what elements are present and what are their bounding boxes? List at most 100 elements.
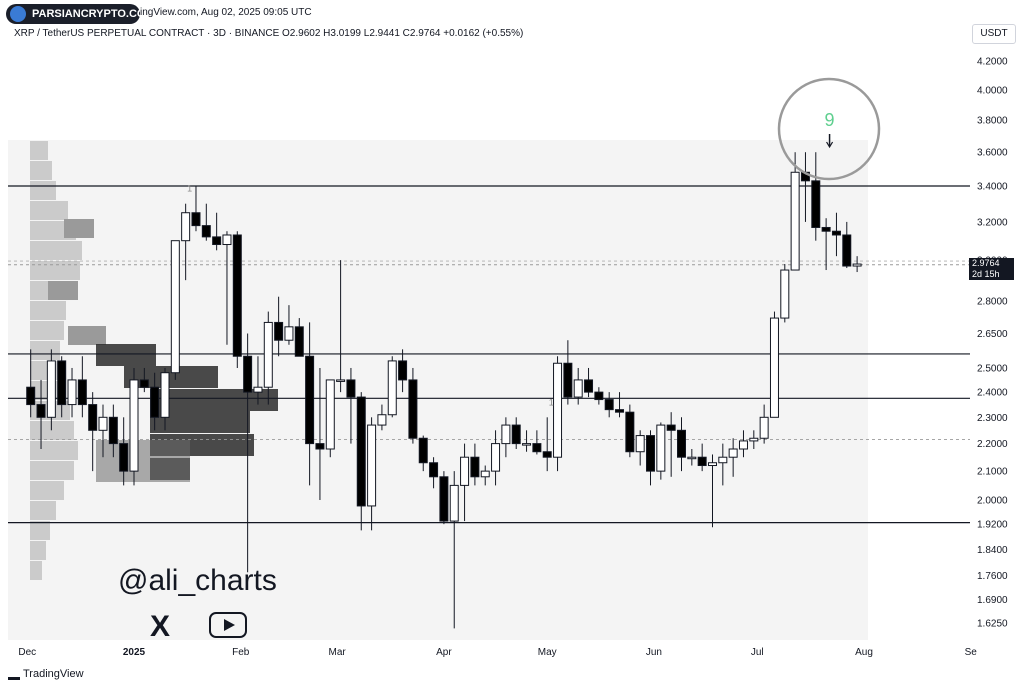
candle-up xyxy=(263,321,273,388)
candle-up xyxy=(759,416,769,439)
symbol-ohlc-line[interactable]: XRP / TetherUS PERPETUAL CONTRACT · 3D ·… xyxy=(14,28,524,39)
candle-down xyxy=(646,435,656,472)
volume-profile-bar-dark xyxy=(150,389,278,411)
candle-up xyxy=(253,386,263,393)
candlestick-series xyxy=(26,152,862,629)
candle-up xyxy=(687,456,697,460)
candle-down xyxy=(625,411,635,453)
candle-down xyxy=(294,326,304,357)
candle-up xyxy=(707,462,717,467)
volume-profile-bar-mid xyxy=(64,219,94,238)
volume-profile-bar-light xyxy=(30,201,68,220)
volume-profile-bar-light xyxy=(30,561,42,580)
price-tick-label: 1.8400 xyxy=(977,545,1008,556)
candle-up xyxy=(769,317,779,418)
author-handle: @ali_charts xyxy=(118,564,277,597)
price-tick-label: 2.0000 xyxy=(977,496,1008,507)
tradingview-footer[interactable]: TradingView xyxy=(8,668,84,681)
candle-down xyxy=(305,355,315,445)
volume-profile-bar-dark xyxy=(96,344,156,366)
chart-header: PARSIANCRYPTO.COM ingView.com, Aug 02, 2… xyxy=(0,0,1024,39)
candle-up xyxy=(325,379,335,450)
volume-profile-bar-mid xyxy=(96,440,190,482)
candle-up xyxy=(377,414,387,426)
currency-button[interactable]: USDT xyxy=(972,24,1016,44)
candle-up xyxy=(160,372,170,418)
price-tick-label: 1.9200 xyxy=(977,520,1008,531)
candle-down xyxy=(57,360,67,406)
candle-down xyxy=(666,424,676,431)
candle-down xyxy=(594,391,604,401)
price-tick-label: 2.6500 xyxy=(977,329,1008,340)
price-tick-label: 2.8000 xyxy=(977,296,1008,307)
candle-down xyxy=(408,379,418,439)
candle-down xyxy=(811,180,821,228)
time-tick-label: Aug xyxy=(855,647,873,658)
volume-profile-bar-mid xyxy=(48,281,78,300)
time-tick-label: Jun xyxy=(646,647,662,658)
candle-up xyxy=(780,269,790,319)
price-tick-label: 2.2000 xyxy=(977,439,1008,450)
price-tick-label: 4.2000 xyxy=(977,57,1008,68)
candle-down xyxy=(532,443,542,453)
candle-down xyxy=(36,404,46,418)
volume-profile-bar-light xyxy=(30,541,46,560)
volume-profile-bar-light xyxy=(30,441,78,460)
candle-down xyxy=(108,416,118,445)
candle-down xyxy=(429,462,439,478)
candle-down xyxy=(563,362,573,398)
candle-up xyxy=(129,379,139,472)
last-price-value: 2.9764 xyxy=(972,258,1000,268)
candle-down xyxy=(77,379,87,406)
candle-down xyxy=(831,230,841,236)
volume-profile-bar-light xyxy=(30,461,74,480)
candle-up xyxy=(501,424,511,445)
brand-watermark: PARSIANCRYPTO.COM xyxy=(6,4,155,24)
candle-down xyxy=(139,379,149,388)
candle-up xyxy=(790,171,800,271)
candle-up xyxy=(170,240,180,374)
time-tick-label: Jul xyxy=(751,647,764,658)
publish-info: ingView.com, Aug 02, 2025 09:05 UTC xyxy=(140,7,312,18)
volume-profile-bar-light xyxy=(30,341,60,360)
price-tick-label: 3.8000 xyxy=(977,116,1008,127)
time-tick-label: May xyxy=(538,647,557,658)
candle-down xyxy=(697,456,707,467)
candle-down xyxy=(274,321,284,341)
candle-up xyxy=(222,234,232,246)
candle-down xyxy=(439,476,449,522)
price-tick-label: 4.0000 xyxy=(977,85,1008,96)
candle-down xyxy=(604,399,614,411)
volume-profile-bar-light xyxy=(30,161,52,180)
volume-profile-bar-light xyxy=(30,301,66,320)
time-tick-label: Dec xyxy=(18,647,36,658)
footer-brand: TradingView xyxy=(23,668,84,680)
price-tick-label: 2.3000 xyxy=(977,413,1008,424)
price-tick-label: 2.5000 xyxy=(977,363,1008,374)
td-count-label: A13 xyxy=(794,0,810,2)
price-tick-label: 3.6000 xyxy=(977,148,1008,159)
td-count-label: 3 xyxy=(862,0,867,2)
candle-up xyxy=(718,456,728,464)
brand-logo-icon xyxy=(10,6,26,22)
candle-down xyxy=(470,456,480,478)
volume-profile-bar-light xyxy=(30,321,64,340)
time-axis[interactable]: Dec 2025 Feb Mar Apr May Jun Jul Aug Se xyxy=(18,647,977,658)
candle-up xyxy=(749,437,759,442)
chart-annotations: 9113A1313 xyxy=(187,0,867,407)
candle-down xyxy=(119,443,129,472)
candle-up xyxy=(460,456,470,486)
candle-down xyxy=(201,225,211,238)
last-price-tag: 2.9764 2d 15h xyxy=(969,258,1014,280)
candle-down xyxy=(677,429,686,458)
price-tick-label: 1.6900 xyxy=(977,595,1008,606)
candle-up xyxy=(181,212,191,242)
price-tick-label: 3.2000 xyxy=(977,217,1008,228)
time-tick-label: Feb xyxy=(232,647,250,658)
play-icon xyxy=(224,619,235,631)
volume-profile-bar-light xyxy=(30,481,64,500)
candle-down xyxy=(542,451,552,458)
candle-down xyxy=(842,234,852,267)
td-count-nine: 9 xyxy=(825,110,835,130)
